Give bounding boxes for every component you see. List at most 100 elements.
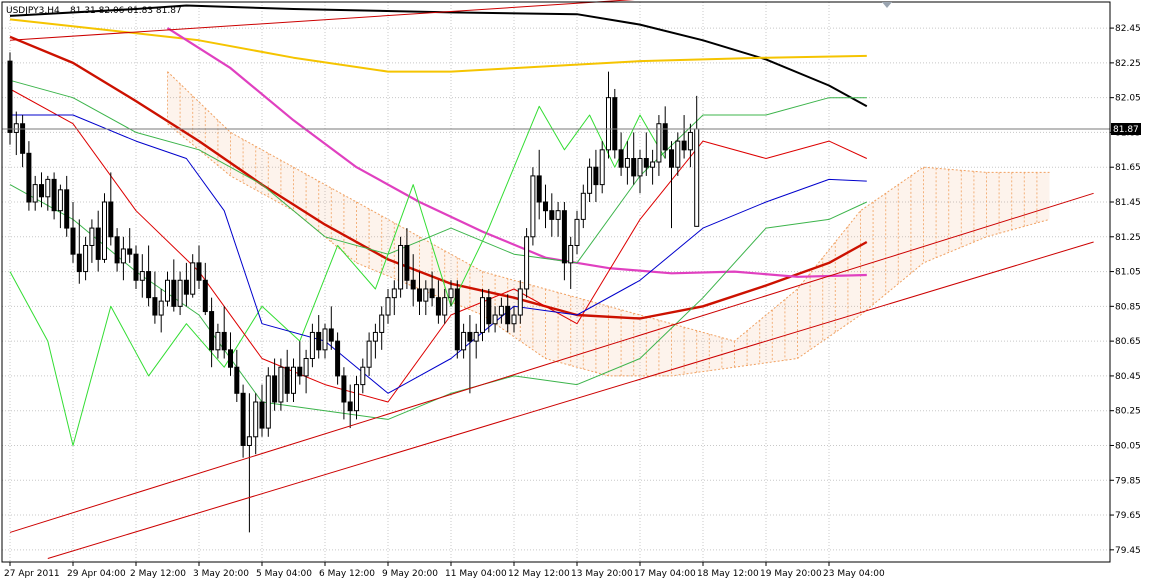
trendline [47, 241, 1094, 560]
candle-up [190, 262, 196, 295]
candle-down [272, 375, 278, 403]
y-tick-label: 80.45 [1115, 372, 1141, 382]
candle-down [347, 401, 353, 412]
candle-up [442, 297, 448, 316]
candle-down [70, 227, 76, 255]
candle-down [51, 178, 57, 212]
candle-up [568, 244, 574, 264]
candle-up [687, 131, 693, 151]
candle-down [549, 210, 555, 220]
candle-down [335, 340, 341, 377]
candle-up [624, 158, 630, 168]
candle-down [7, 60, 13, 133]
x-tick-label: 6 May 12:00 [319, 569, 375, 579]
candle-down [435, 297, 441, 316]
indicator-band_lower [9, 184, 868, 420]
candle-up [656, 123, 662, 163]
candle-down [64, 189, 70, 229]
candle-down [297, 366, 303, 377]
candle-up [215, 331, 221, 351]
y-axis: 82.4582.2582.0581.8581.6581.4581.2581.05… [1110, 24, 1141, 556]
candle-down [631, 158, 637, 177]
candle-up [120, 248, 126, 264]
candle-up [83, 244, 89, 273]
candle-up [303, 358, 309, 377]
candle-up [265, 375, 271, 429]
candle-up [587, 166, 593, 194]
y-tick-label: 82.25 [1115, 59, 1141, 69]
x-tick-label: 12 May 12:00 [508, 569, 570, 579]
x-tick-label: 9 May 20:00 [382, 569, 438, 579]
x-axis: 27 Apr 2011 29 Apr 04:00 2 May 12:00 3 May … [4, 562, 885, 579]
candle-down [404, 244, 410, 281]
candle-down [669, 149, 674, 168]
candle-up [360, 366, 366, 386]
candle-up [637, 158, 643, 177]
candle-down [39, 184, 44, 198]
y-tick-label: 81.45 [1115, 198, 1141, 208]
candle-up [278, 366, 284, 403]
indicator-band_upper [9, 79, 867, 264]
scroll-marker-icon[interactable] [882, 2, 892, 8]
candle-up [391, 288, 397, 299]
candle-down [146, 271, 152, 299]
y-tick-label: 82.05 [1115, 94, 1141, 104]
candle-up [158, 300, 164, 316]
x-tick-label: 18 May 12:00 [697, 569, 759, 579]
candle-up [354, 384, 359, 412]
current-price-label: 81.87 [1113, 125, 1139, 135]
y-tick-label: 79.85 [1115, 476, 1141, 486]
candle-down [202, 279, 208, 313]
candle-down [196, 262, 202, 281]
candle-down [486, 297, 492, 325]
x-tick-label: 13 May 20:00 [571, 569, 633, 579]
candle-down [417, 288, 422, 302]
candle-down [284, 366, 290, 394]
candle-down [228, 349, 233, 368]
candle-up [461, 331, 467, 351]
candle-up [102, 201, 107, 260]
candle-down [341, 375, 347, 403]
y-tick-label: 79.45 [1115, 546, 1141, 556]
candle-down [505, 305, 511, 325]
candle-down [467, 331, 473, 342]
candle-down [127, 248, 133, 255]
candle-down [561, 210, 567, 264]
candle-down [536, 175, 542, 203]
candle-down [209, 311, 215, 351]
candle-down [26, 152, 32, 203]
candle-down [76, 253, 82, 273]
candle-down [454, 288, 460, 351]
candle-up [524, 236, 530, 290]
trendlines [9, 0, 1094, 560]
candle-down [183, 279, 189, 295]
y-tick-label: 80.25 [1115, 407, 1141, 417]
x-tick-label: 11 May 04:00 [445, 569, 507, 579]
x-tick-label: 27 Apr 2011 [4, 569, 60, 579]
x-tick-label: 5 May 04:00 [256, 569, 312, 579]
candle-down [133, 253, 139, 281]
candle-down [328, 328, 334, 342]
candle-down [20, 123, 26, 154]
candle-up [675, 140, 681, 168]
candle-down [662, 123, 668, 151]
candle-down [612, 97, 618, 151]
candle-up [498, 305, 504, 316]
candle-up [555, 210, 561, 220]
candle-down [643, 158, 649, 168]
y-tick-label: 81.05 [1115, 268, 1141, 278]
current-price-box [1111, 123, 1141, 135]
candle-up [574, 218, 580, 246]
candle-up [650, 161, 656, 168]
candle-up [372, 331, 378, 342]
y-tick-label: 82.45 [1115, 24, 1141, 34]
candle-up [694, 128, 700, 227]
candle-down [108, 201, 114, 238]
candle-up [448, 288, 454, 299]
candle-up [423, 288, 429, 302]
cloud-area [167, 71, 1050, 376]
candle-up [177, 279, 183, 307]
candle-down [593, 166, 599, 186]
chart-symbol-label: USDJPY3,H4 [6, 6, 60, 16]
